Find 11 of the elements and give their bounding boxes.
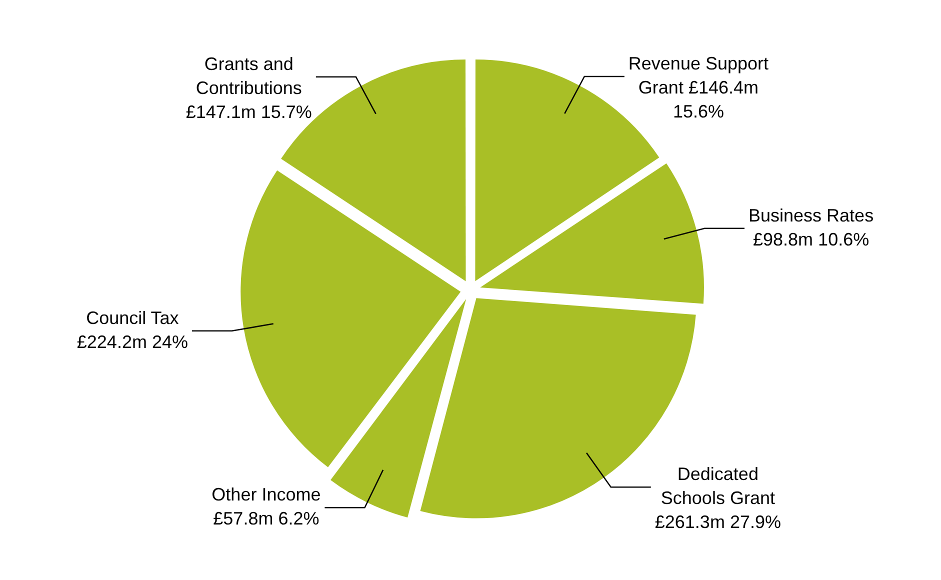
slice-label: Council Tax (86, 308, 179, 328)
slice-label: Other Income (212, 484, 321, 505)
slice-label: Dedicated Schools Grant (660, 464, 775, 508)
data-label: £224.2m 24% (76, 332, 188, 352)
slice-label: Grants and Contributions (196, 54, 302, 98)
data-label: £147.1m 15.7% (186, 102, 312, 122)
data-label: £57.8m 6.2% (213, 508, 320, 529)
data-label: £98.8m 10.6% (753, 229, 870, 250)
data-label: £261.3m 27.9% (654, 512, 781, 532)
slice-label: Business Rates (748, 205, 874, 226)
slice-label: Revenue Support Grant £146.4m 15.6% (628, 53, 769, 122)
